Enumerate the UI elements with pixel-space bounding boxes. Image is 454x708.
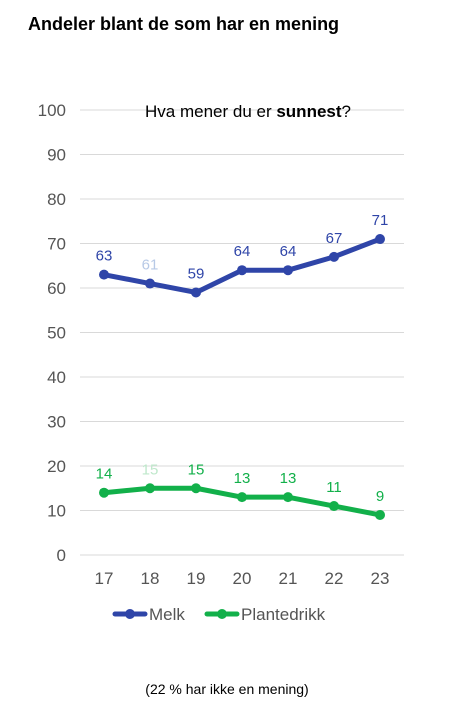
x-tick-label: 17 [95, 569, 114, 588]
y-tick-label: 0 [57, 546, 66, 565]
data-point [191, 287, 201, 298]
x-tick-label: 19 [187, 569, 206, 588]
data-point [283, 492, 293, 503]
series-group: 63 61 59 64 64 67 71 14 15 15 13 13 11 9 [96, 212, 389, 520]
data-label: 13 [280, 470, 297, 487]
y-tick-label: 70 [47, 235, 66, 254]
subtitle-suffix: ? [342, 102, 351, 121]
data-point [145, 278, 155, 289]
data-label: 14 [96, 466, 113, 483]
x-tick-label: 23 [371, 569, 390, 588]
chart-subtitle: Hva mener du er sunnest? [145, 102, 351, 121]
data-label: 67 [326, 230, 343, 247]
footnote: (22 % har ikke en mening) [145, 681, 309, 697]
y-tick-label: 90 [47, 146, 66, 165]
data-point [329, 251, 339, 262]
data-point [283, 265, 293, 276]
y-tick-label: 10 [47, 502, 66, 521]
data-label: 59 [188, 265, 205, 282]
legend-label: Melk [149, 605, 185, 624]
y-tick-label: 50 [47, 324, 66, 343]
y-tick-label: 60 [47, 279, 66, 298]
y-tick-label: 30 [47, 413, 66, 432]
legend-item-melk: Melk [112, 605, 185, 624]
data-label: 63 [96, 248, 113, 265]
data-label: 15 [142, 461, 159, 478]
y-tick-label: 20 [47, 457, 66, 476]
data-label: 64 [234, 243, 251, 260]
data-point [237, 492, 247, 503]
data-label: 64 [280, 243, 297, 260]
y-axis-ticks: 0 10 20 30 40 50 60 70 80 90 100 [38, 101, 66, 565]
data-label: 71 [372, 212, 389, 229]
data-point [99, 487, 109, 498]
data-point [237, 265, 247, 276]
y-tick-label: 40 [47, 368, 66, 387]
data-label: 61 [142, 257, 159, 274]
data-point [99, 269, 109, 280]
data-point [375, 234, 385, 245]
data-label: 9 [376, 488, 384, 505]
legend-marker [217, 609, 227, 619]
x-tick-label: 18 [141, 569, 160, 588]
data-label: 13 [234, 470, 251, 487]
x-axis-ticks: 17 18 19 20 21 22 23 [95, 569, 390, 588]
chart-title: Andeler blant de som har en mening [28, 14, 340, 34]
y-tick-label: 100 [38, 101, 66, 120]
series-plantedrikk: 14 15 15 13 13 11 9 [96, 461, 385, 520]
data-point [145, 483, 155, 494]
series-melk: 63 61 59 64 64 67 71 [96, 212, 389, 298]
data-point [375, 509, 385, 520]
data-label: 15 [188, 461, 205, 478]
data-point [329, 501, 339, 512]
x-tick-label: 21 [279, 569, 298, 588]
subtitle-prefix: Hva mener du er [145, 102, 276, 121]
data-label: 11 [326, 479, 342, 496]
legend-label: Plantedrikk [241, 605, 326, 624]
legend: Melk Plantedrikk [112, 605, 326, 624]
x-tick-label: 22 [325, 569, 344, 588]
y-tick-label: 80 [47, 190, 66, 209]
legend-item-plantedrikk: Plantedrikk [204, 605, 326, 624]
x-tick-label: 20 [233, 569, 252, 588]
legend-marker [125, 609, 135, 619]
subtitle-bold: sunnest [276, 102, 342, 121]
gridlines [80, 109, 404, 556]
data-point [191, 483, 201, 494]
